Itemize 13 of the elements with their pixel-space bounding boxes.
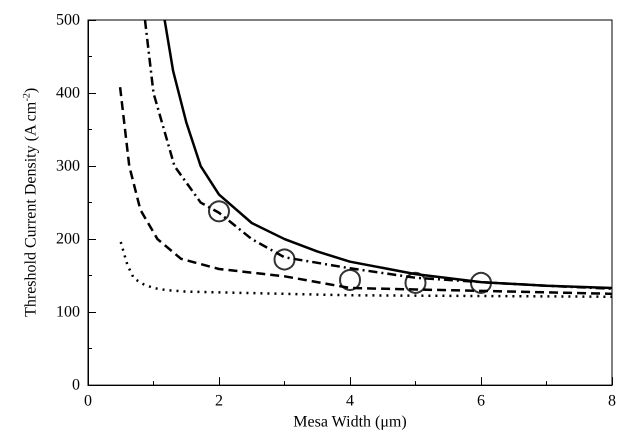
- y-axis-title: Threshold Current Density (A cm-2): [22, 88, 40, 317]
- x-tick-label: 2: [215, 392, 223, 410]
- y-tick-label: 400: [56, 84, 80, 102]
- x-tick-label: 6: [477, 392, 485, 410]
- y-tick-label: 200: [56, 230, 80, 248]
- y-tick-label: 300: [56, 158, 80, 175]
- x-tick-label: 0: [84, 392, 92, 410]
- y-tick-label: 100: [56, 304, 80, 321]
- x-tick-label: 8: [608, 392, 616, 410]
- y-tick-label: 0: [72, 376, 80, 394]
- x-axis-title: Mesa Width (μm): [293, 414, 407, 430]
- x-tick-label: 4: [346, 392, 354, 410]
- y-tick-label: 500: [56, 12, 80, 28]
